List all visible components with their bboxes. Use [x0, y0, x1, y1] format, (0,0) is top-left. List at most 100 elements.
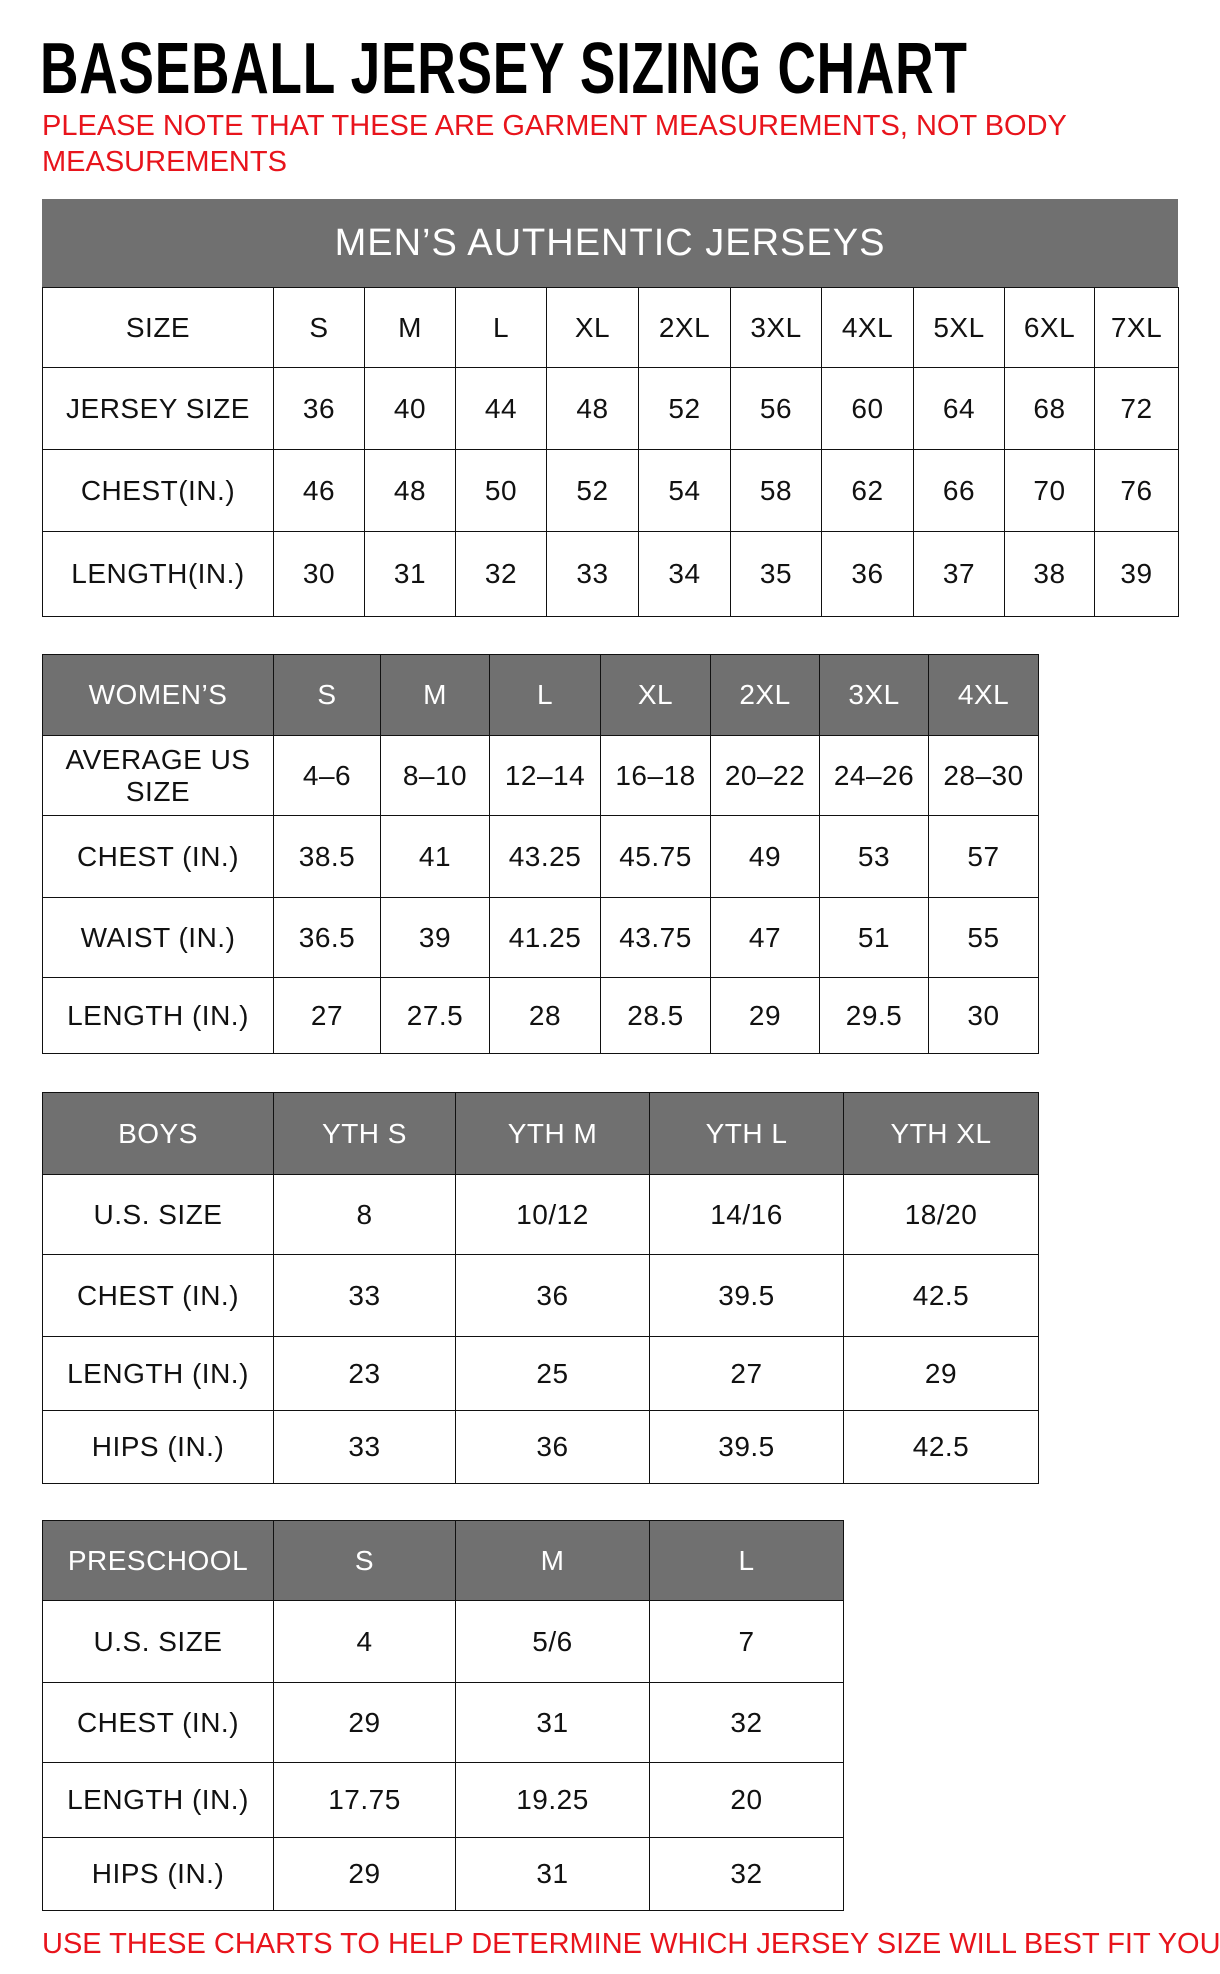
- header-row: BOYS YTH S YTH M YTH L YTH XL: [42, 1092, 1039, 1175]
- table-cell: 39: [380, 897, 490, 978]
- page-title: BASEBALL JERSEY SIZING CHART: [40, 29, 968, 109]
- table-cell: 20: [649, 1762, 844, 1838]
- table-cell: 29: [273, 1837, 456, 1911]
- table-row: SIZE S M L XL 2XL 3XL 4XL 5XL 6XL 7XL: [42, 287, 1179, 368]
- table-cell: 46: [273, 449, 365, 532]
- column-header: XL: [546, 287, 639, 368]
- table-cell: 41: [380, 815, 490, 898]
- womens-size-table: WOMEN’S S M L XL 2XL 3XL 4XL AVERAGE US SIZE 4–6 8…: [42, 654, 1039, 1054]
- table-cell: 37: [913, 531, 1005, 617]
- table-cell: 5/6: [455, 1600, 650, 1683]
- table-cell: 4: [273, 1600, 456, 1683]
- table-cell: 51: [819, 897, 929, 978]
- table-cell: 54: [638, 449, 731, 532]
- table-cell: 36: [821, 531, 914, 617]
- column-header: M: [380, 654, 490, 736]
- table-cell: 57: [928, 815, 1039, 898]
- table-cell: 32: [455, 531, 547, 617]
- table-row: CHEST(IN.) 46 48 50 52 54 58 62 66 70 76: [42, 449, 1179, 532]
- row-label: BOYS: [42, 1092, 274, 1175]
- table-cell: 33: [273, 1410, 456, 1484]
- table-cell: 52: [638, 367, 731, 450]
- table-cell: 38.5: [273, 815, 381, 898]
- table-row: U.S. SIZE 4 5/6 7: [42, 1600, 844, 1683]
- column-header: 3XL: [730, 287, 822, 368]
- row-label: WOMEN’S: [42, 654, 274, 736]
- table-cell: 47: [710, 897, 820, 978]
- garment-note: PLEASE NOTE THAT THESE ARE GARMENT MEASU…: [42, 110, 1067, 178]
- table-cell: 8: [273, 1174, 456, 1255]
- row-label: AVERAGE US SIZE: [42, 735, 274, 816]
- table-row: LENGTH (IN.) 27 27.5 28 28.5 29 29.5 30: [42, 977, 1039, 1054]
- row-label: SIZE: [42, 287, 274, 368]
- table-row: WAIST (IN.) 36.5 39 41.25 43.75 47 51 55: [42, 897, 1039, 978]
- table-cell: 36: [273, 367, 365, 450]
- table-row: CHEST (IN.) 38.5 41 43.25 45.75 49 53 57: [42, 815, 1039, 898]
- table-row: HIPS (IN.) 33 36 39.5 42.5: [42, 1410, 1039, 1484]
- row-label: LENGTH(IN.): [42, 531, 274, 617]
- table-cell: 25: [455, 1336, 650, 1411]
- table-cell: 28–30: [928, 735, 1039, 816]
- row-label: CHEST(IN.): [42, 449, 274, 532]
- table-row: CHEST (IN.) 29 31 32: [42, 1682, 844, 1763]
- table-cell: 44: [455, 367, 547, 450]
- table-cell: 8–10: [380, 735, 490, 816]
- table-cell: 14/16: [649, 1174, 844, 1255]
- column-header: 6XL: [1004, 287, 1095, 368]
- table-cell: 39.5: [649, 1254, 844, 1337]
- row-label: LENGTH (IN.): [42, 1336, 274, 1411]
- table-cell: 58: [730, 449, 822, 532]
- row-label: U.S. SIZE: [42, 1600, 274, 1683]
- table-cell: 72: [1094, 367, 1179, 450]
- preschool-size-table: PRESCHOOL S M L U.S. SIZE 4 5/6 7 CHEST (IN.) 29 3…: [42, 1520, 844, 1911]
- table-cell: 64: [913, 367, 1005, 450]
- column-header: L: [455, 287, 547, 368]
- table-row: LENGTH (IN.) 23 25 27 29: [42, 1336, 1039, 1411]
- column-header: S: [273, 287, 365, 368]
- table-cell: 12–14: [489, 735, 601, 816]
- column-header: S: [273, 1520, 456, 1601]
- table-cell: 36: [455, 1254, 650, 1337]
- table-cell: 33: [273, 1254, 456, 1337]
- table-cell: 60: [821, 367, 914, 450]
- table-cell: 19.25: [455, 1762, 650, 1838]
- table-cell: 35: [730, 531, 822, 617]
- table-cell: 28: [489, 977, 601, 1054]
- column-header: L: [649, 1520, 844, 1601]
- table-cell: 53: [819, 815, 929, 898]
- row-label: HIPS (IN.): [42, 1837, 274, 1911]
- table-cell: 76: [1094, 449, 1179, 532]
- table-row: U.S. SIZE 8 10/12 14/16 18/20: [42, 1174, 1039, 1255]
- table-row: CHEST (IN.) 33 36 39.5 42.5: [42, 1254, 1039, 1337]
- table-cell: 56: [730, 367, 822, 450]
- table-cell: 66: [913, 449, 1005, 532]
- table-cell: 31: [364, 531, 456, 617]
- table-row: JERSEY SIZE 36 40 44 48 52 56 60 64 68 72: [42, 367, 1179, 450]
- column-header: YTH L: [649, 1092, 844, 1175]
- table-cell: 36.5: [273, 897, 381, 978]
- table-cell: 27.5: [380, 977, 490, 1054]
- column-header: 3XL: [819, 654, 929, 736]
- column-header: 4XL: [821, 287, 914, 368]
- header-row: WOMEN’S S M L XL 2XL 3XL 4XL: [42, 654, 1039, 736]
- boys-size-table: BOYS YTH S YTH M YTH L YTH XL U.S. SIZE 8 10/12…: [42, 1092, 1039, 1484]
- table-cell: 34: [638, 531, 731, 617]
- table-cell: 42.5: [843, 1254, 1039, 1337]
- column-header: 5XL: [913, 287, 1005, 368]
- row-label: CHEST (IN.): [42, 1254, 274, 1337]
- column-header: 2XL: [638, 287, 731, 368]
- column-header: M: [455, 1520, 650, 1601]
- table-cell: 29.5: [819, 977, 929, 1054]
- table-cell: 48: [364, 449, 456, 532]
- table-cell: 29: [273, 1682, 456, 1763]
- table-cell: 31: [455, 1682, 650, 1763]
- column-header: M: [364, 287, 456, 368]
- table-cell: 20–22: [710, 735, 820, 816]
- header-row: PRESCHOOL S M L: [42, 1520, 844, 1601]
- table-cell: 23: [273, 1336, 456, 1411]
- table-cell: 36: [455, 1410, 650, 1484]
- table-cell: 40: [364, 367, 456, 450]
- column-header: S: [273, 654, 381, 736]
- row-label: CHEST (IN.): [42, 815, 274, 898]
- table-cell: 55: [928, 897, 1039, 978]
